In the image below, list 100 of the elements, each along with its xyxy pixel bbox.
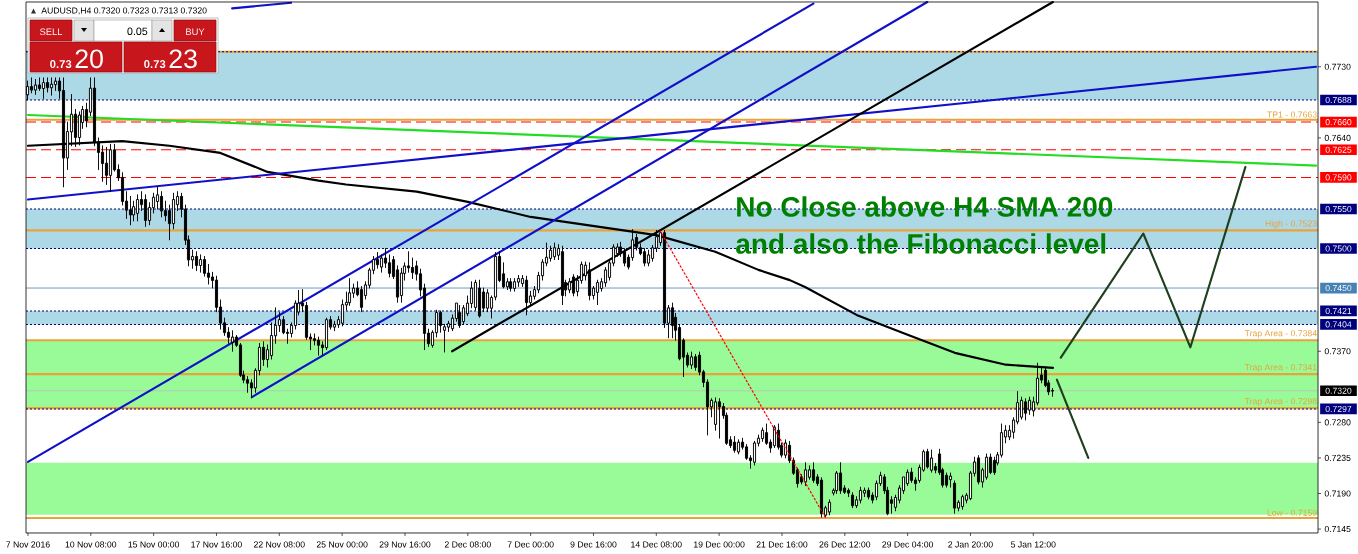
annotation: Trap Area - 0.7384 (1244, 330, 1317, 339)
x-tick-label: 26 Dec 12:00 (819, 541, 871, 548)
candlestick (988, 453, 993, 475)
candlestick (567, 278, 572, 294)
annotation: 0.73 (144, 60, 166, 69)
candlestick (399, 267, 404, 303)
annotation: 20 (75, 49, 103, 69)
candlestick (587, 262, 592, 301)
x-tick-label: 15 Nov 00:00 (128, 541, 180, 548)
candlestick (560, 245, 565, 306)
candlestick (45, 77, 50, 93)
candlestick (198, 254, 203, 273)
candlestick (752, 440, 757, 466)
annotation: Low - 0.7159 (1267, 509, 1317, 516)
x-tick-label: 2 Dec 08:00 (444, 541, 491, 548)
candlestick (481, 287, 486, 313)
x-tick-label: 14 Dec 08:00 (631, 541, 682, 548)
candlestick (858, 486, 863, 504)
x-tick-label: 17 Nov 16:00 (191, 541, 242, 548)
candlestick (269, 322, 274, 360)
ref-line-label: 0.7500 (1325, 245, 1352, 252)
candlestick (159, 191, 164, 218)
candlestick (929, 449, 934, 473)
candlestick (100, 145, 105, 182)
ref-line-label: 0.7625 (1325, 146, 1352, 153)
ref-line-label: 0.7320 (1325, 387, 1352, 394)
candlestick (689, 351, 694, 370)
candlestick (143, 194, 148, 227)
candlestick (53, 77, 58, 91)
candlestick (992, 456, 997, 475)
y-tick-label: 0.7145 (1324, 525, 1351, 533)
candlestick (1027, 396, 1032, 415)
candlestick (37, 77, 42, 91)
candlestick (379, 254, 384, 273)
candlestick (49, 77, 54, 96)
candlestick (512, 278, 517, 292)
candlestick (312, 333, 317, 346)
candlestick (340, 299, 345, 327)
candlestick (359, 285, 364, 313)
candlestick (1019, 396, 1024, 420)
candlestick (131, 200, 136, 222)
candlestick (838, 462, 843, 494)
candlestick (693, 353, 698, 371)
candlestick (905, 469, 910, 487)
annotation: 23 (169, 49, 197, 69)
candlestick (29, 77, 34, 94)
candlestick (642, 248, 647, 267)
candlestick (732, 436, 737, 453)
candlestick (206, 263, 211, 285)
candlestick (457, 304, 462, 329)
candlestick (1023, 398, 1028, 421)
candlestick (128, 195, 133, 226)
candlestick (595, 279, 600, 306)
ref-line-label: 0.7590 (1325, 174, 1352, 181)
x-tick-label: 29 Nov 16:00 (379, 541, 431, 548)
x-tick-label: 2 Jan 20:00 (948, 541, 993, 548)
x-tick-label: 10 Nov 08:00 (65, 541, 117, 548)
candlestick (909, 467, 914, 483)
candlestick (108, 143, 113, 193)
ref-line-label: 0.7421 (1325, 307, 1352, 315)
candlestick (811, 462, 816, 483)
y-tick-label: 0.7730 (1324, 63, 1351, 70)
candlestick (925, 448, 930, 469)
y-tick-label: 0.7370 (1324, 348, 1351, 355)
candlestick (230, 330, 235, 352)
candlestick (438, 310, 443, 333)
candlestick (944, 472, 949, 488)
x-tick-label: 19 Dec 00:00 (694, 541, 745, 548)
candlestick (622, 248, 627, 267)
annotation: and also the Fibonacci level (736, 233, 1106, 254)
candlestick (120, 172, 125, 206)
annotation: SELL (40, 28, 63, 36)
candlestick (508, 278, 513, 292)
candlestick (171, 192, 176, 230)
candlestick (960, 494, 965, 510)
x-tick-label: 21 Dec 16:00 (756, 541, 808, 548)
annotation: BUY (186, 28, 205, 36)
ref-line-label: 0.7550 (1325, 205, 1352, 213)
annotation: No Close above H4 SMA 200 (737, 196, 1113, 217)
candlestick (194, 251, 199, 272)
candlestick (670, 302, 675, 339)
candlestick (571, 274, 576, 297)
candlestick (736, 439, 741, 455)
y-tick-label: 0.7190 (1324, 490, 1351, 497)
candlestick (324, 317, 329, 351)
candlestick (976, 455, 981, 485)
candlestick (202, 255, 207, 277)
candlestick (33, 78, 38, 95)
candlestick (717, 398, 722, 439)
annotation: 0.05 (127, 27, 148, 36)
candlestick (387, 254, 392, 278)
x-tick-label: 7 Nov 2016 (6, 541, 50, 548)
candlestick (135, 194, 140, 222)
annotation: High - 0.7523 (1265, 220, 1317, 229)
annotation: Trap Area - 0.7341 (1244, 364, 1317, 373)
ref-line-label: 0.7660 (1325, 119, 1352, 126)
candlestick (461, 304, 466, 325)
candlestick (984, 453, 989, 480)
candlestick (375, 252, 380, 269)
text: AUDUSD,H4 0.7320 0.7323 0.7313 0.7320 (41, 7, 207, 15)
